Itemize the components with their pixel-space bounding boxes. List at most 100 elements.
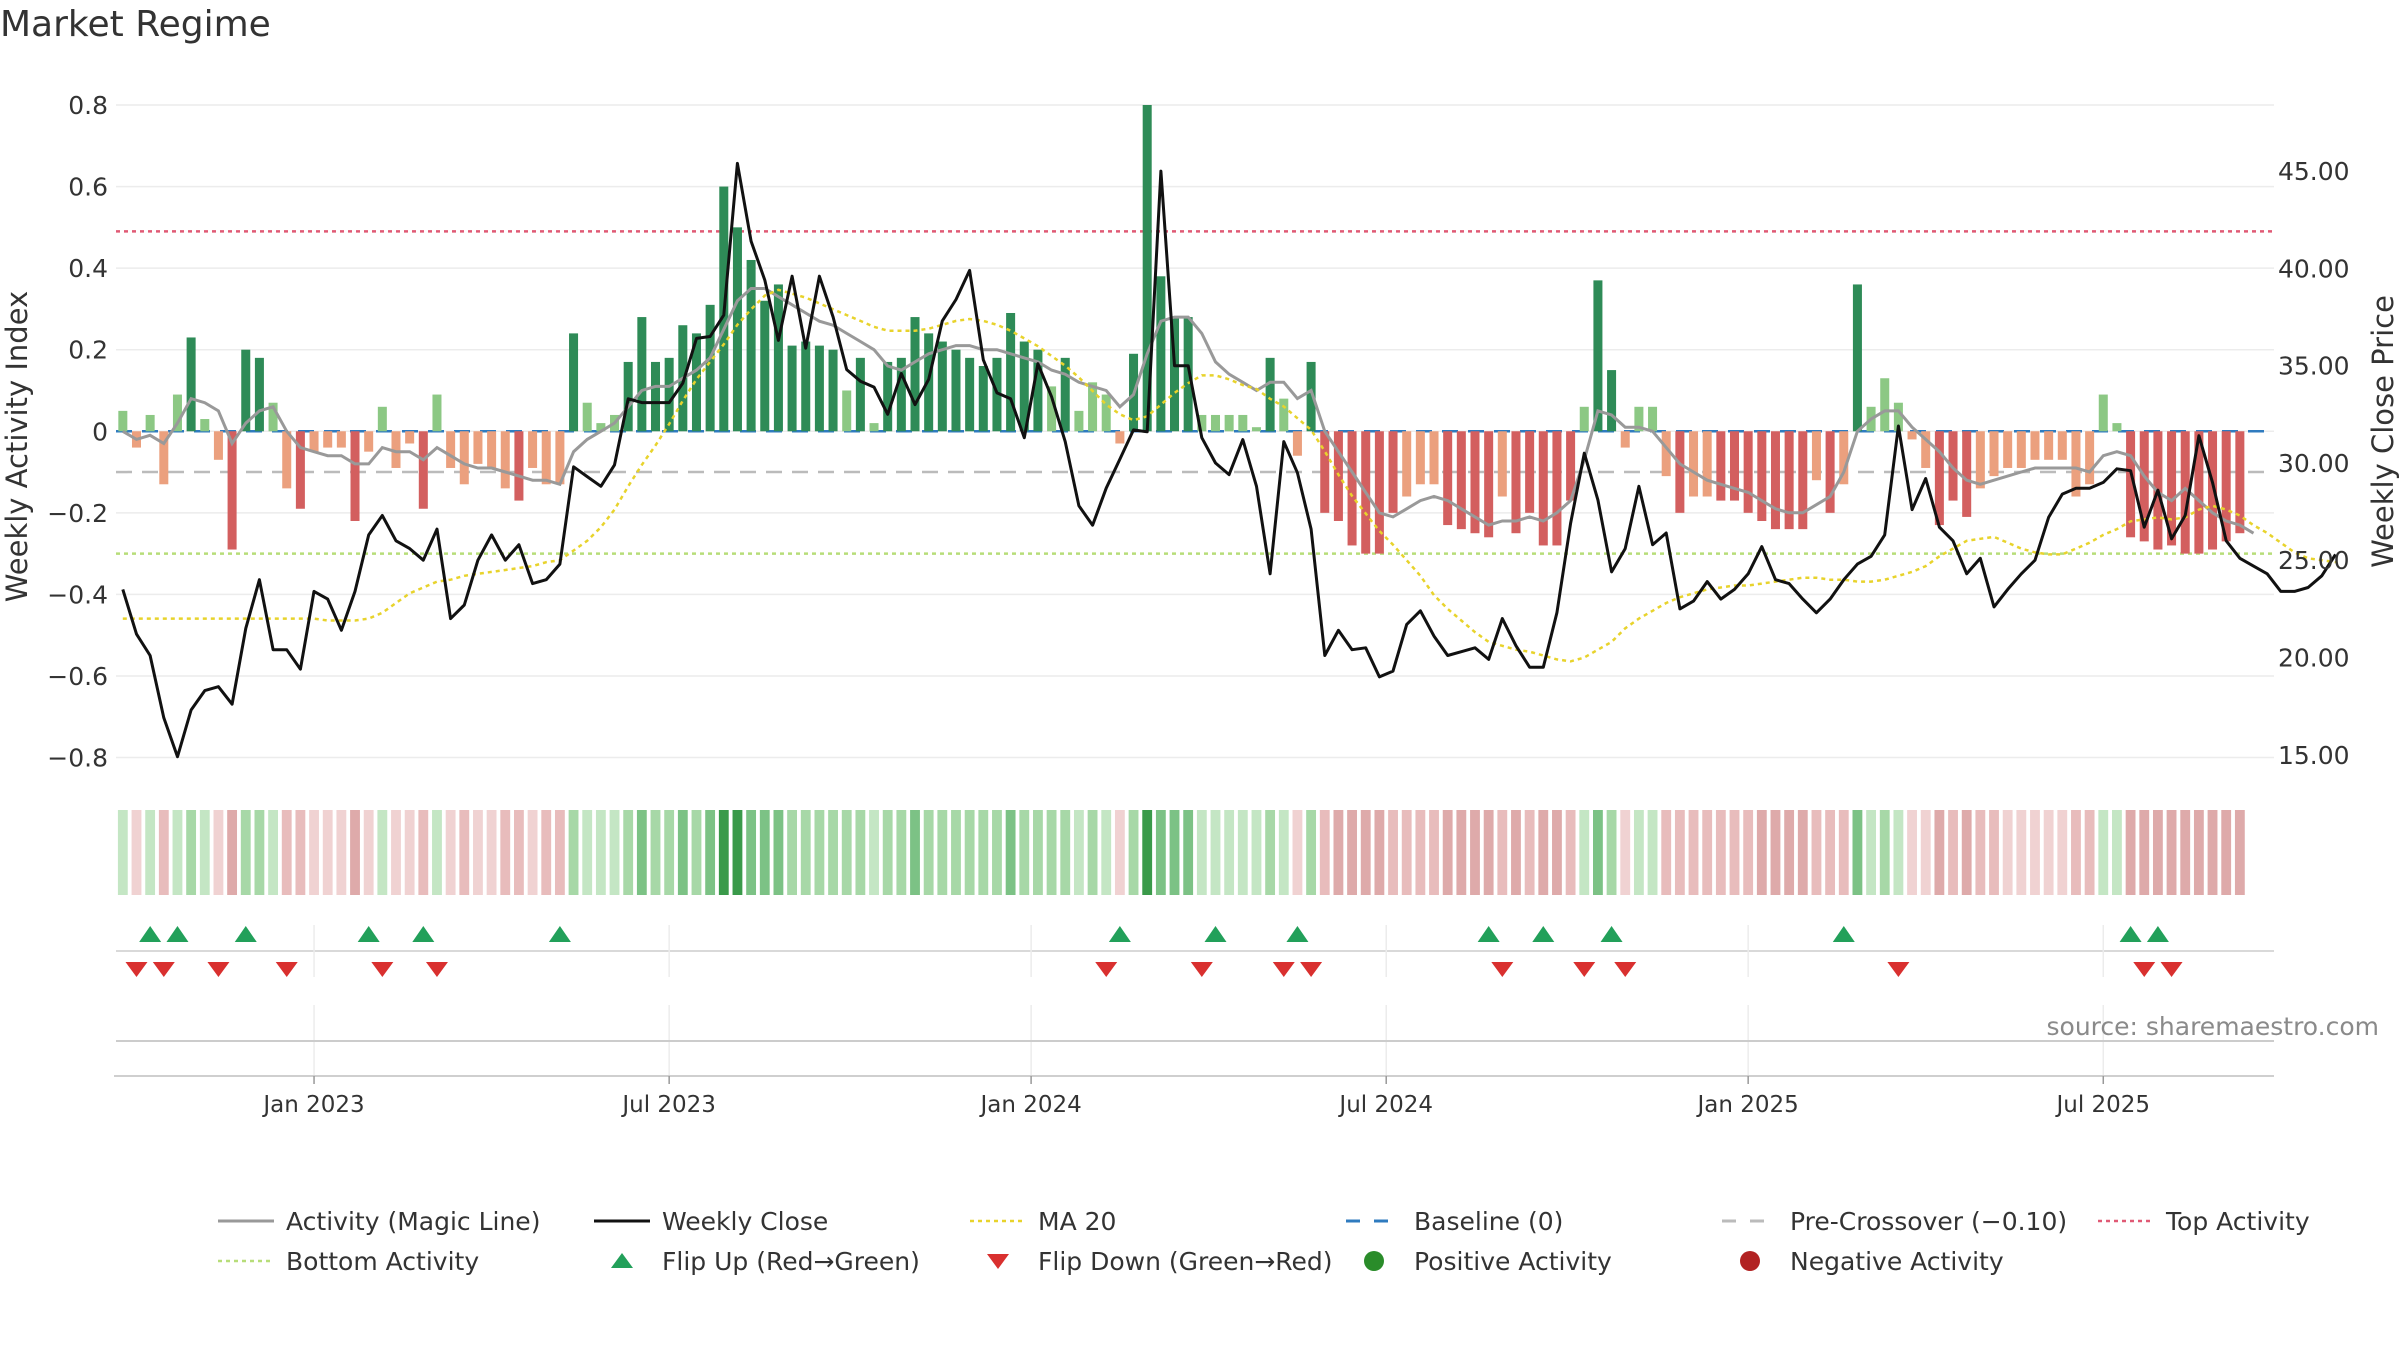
heat-cell [459, 810, 470, 895]
activity-bar [1101, 394, 1111, 432]
heat-cell [1142, 810, 1153, 895]
heat-cell [172, 810, 183, 895]
activity-bar [1975, 431, 1985, 489]
flip-down-marker [1272, 962, 1295, 977]
heat-cell [1893, 810, 1904, 895]
heat-cell [1797, 810, 1808, 895]
activity-bar [883, 361, 893, 432]
x-tick-label: Jul 2024 [1337, 1092, 1433, 1118]
y-right-tick-label: 20.00 [2278, 643, 2350, 672]
heat-cell [1729, 810, 1740, 895]
activity-bar [1224, 414, 1234, 432]
activity-bar [1743, 431, 1753, 513]
flip-down-marker [1887, 962, 1910, 977]
activity-bar [1347, 431, 1357, 546]
heat-cell [268, 810, 278, 895]
heat-cell [1333, 810, 1344, 895]
y-right-tick-label: 25.00 [2278, 546, 2350, 575]
activity-bar [2167, 431, 2177, 546]
heat-cell [787, 810, 797, 895]
heat-cell [855, 810, 866, 895]
heat-cell [186, 810, 197, 895]
heat-cell [2002, 810, 2013, 895]
y-left-tick-label: 0.6 [68, 173, 108, 202]
activity-bar [1306, 361, 1316, 432]
series-lines [121, 161, 2337, 759]
activity-bar [1962, 431, 1972, 517]
flip-up-marker [2119, 926, 2142, 942]
flip-up-marker [2146, 926, 2169, 942]
heat-cell [1183, 810, 1194, 895]
heat-cell [1606, 810, 1617, 895]
activity-bar [937, 341, 947, 432]
y-left-tick-label: −0.8 [47, 744, 108, 773]
heat-cell [1265, 810, 1276, 895]
heat-cell [2098, 810, 2109, 895]
y-left-tick-label: 0 [92, 417, 108, 446]
heat-cell [582, 810, 593, 895]
legend-label: Positive Activity [1414, 1246, 1612, 1276]
flip-up-marker [412, 926, 435, 942]
heat-cell [1934, 810, 1945, 895]
activity-bar [650, 361, 661, 432]
dotted-line-icon [218, 1259, 274, 1263]
flip-down-marker [125, 962, 148, 977]
legend-item: Weekly Close [592, 1205, 968, 1237]
activity-bar [965, 357, 975, 432]
heat-cell [595, 810, 606, 895]
flip-up-marker [1108, 926, 1131, 942]
activity-bar [336, 431, 346, 448]
legend-item: Baseline (0) [1344, 1205, 1720, 1237]
heat-cell [1538, 810, 1549, 895]
heat-cell [1237, 810, 1248, 895]
heat-cell [350, 810, 360, 895]
activity-bar [951, 349, 961, 432]
heat-cell [1114, 810, 1125, 895]
heat-cell [1292, 810, 1303, 895]
heat-cell [363, 810, 374, 895]
y-right-tick-label: 45.00 [2278, 157, 2350, 186]
heat-cell [828, 810, 838, 895]
activity-bar [309, 431, 319, 452]
dotted-line-icon [2098, 1219, 2154, 1223]
activity-bar [1210, 414, 1220, 432]
heat-cell [1770, 810, 1781, 895]
y-left-tick-label: 0.8 [68, 91, 108, 120]
solid-line-icon [594, 1219, 650, 1223]
heat-cell [1647, 810, 1658, 895]
flip-up-marker [1832, 926, 1855, 942]
activity-bar [1470, 431, 1480, 534]
activity-bar [746, 259, 756, 432]
heat-cell [1633, 810, 1644, 895]
y-right-axis-title: Weekly Close Price [2366, 295, 2400, 568]
heat-cell [281, 810, 292, 895]
heat-cell [609, 810, 620, 895]
activity-bar [1825, 431, 1835, 513]
y-right-tick-label: 40.00 [2278, 254, 2350, 283]
activity-bar [1047, 386, 1057, 432]
activity-bar [1552, 431, 1562, 546]
heat-cell [1073, 810, 1084, 895]
heat-cell [1210, 810, 1221, 895]
legend-label: Flip Up (Red→Green) [662, 1246, 920, 1276]
heat-cell [1046, 810, 1057, 895]
triangle-up-icon [611, 1253, 633, 1268]
heat-cell [1784, 810, 1795, 895]
activity-bar [2235, 431, 2245, 534]
activity-bar [1292, 431, 1302, 456]
activity-bar [1251, 427, 1261, 432]
activity-bar [1279, 398, 1289, 432]
heat-cell [213, 810, 224, 895]
heat-cell [336, 810, 347, 895]
legend-label: Flip Down (Green→Red) [1038, 1246, 1333, 1276]
activity-bar [118, 410, 128, 432]
legend-item: Pre-Crossover (−0.10) [1720, 1205, 2096, 1237]
x-tick-label: Jan 2025 [1696, 1092, 1799, 1118]
heat-cell [1593, 810, 1603, 895]
activity-bar [2139, 431, 2149, 542]
activity-bar [405, 431, 415, 444]
x-tick-label: Jan 2024 [978, 1092, 1081, 1118]
heat-cell [1155, 810, 1166, 895]
activity-bar [569, 333, 579, 432]
heat-cell [309, 810, 319, 895]
